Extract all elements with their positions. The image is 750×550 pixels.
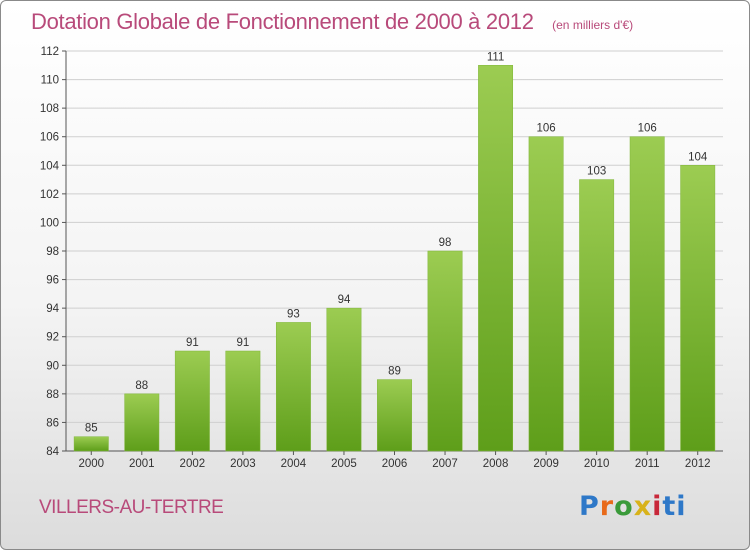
bar <box>579 179 615 452</box>
x-tick-label: 2004 <box>281 458 307 470</box>
x-tick-label: 2008 <box>483 458 509 470</box>
y-tick-label: 92 <box>46 332 59 344</box>
title-row: Dotation Globale de Fonctionnement de 20… <box>31 9 633 35</box>
commune-name: VILLERS-AU-TERTRE <box>39 497 224 518</box>
bar <box>275 322 311 452</box>
data-label: 91 <box>186 337 199 349</box>
data-label: 88 <box>135 380 148 392</box>
x-tick-label: 2001 <box>129 458 155 470</box>
x-tick-label: 2002 <box>180 458 206 470</box>
y-tick-label: 102 <box>40 189 59 201</box>
bar <box>124 393 160 452</box>
logo-letter: ti <box>662 491 687 522</box>
logo-letter: i <box>652 491 663 522</box>
bar <box>225 350 261 452</box>
y-tick-label: 84 <box>46 446 59 458</box>
data-label: 111 <box>487 51 504 63</box>
x-tick-label: 2006 <box>382 458 408 470</box>
y-tick-label: 94 <box>46 303 59 315</box>
y-tick-label: 90 <box>46 360 59 372</box>
logo-letter: r <box>599 491 615 522</box>
bar <box>377 379 412 452</box>
data-label: 106 <box>537 123 556 135</box>
y-tick-label: 108 <box>40 103 59 115</box>
data-label: 98 <box>439 237 452 249</box>
chart-title: Dotation Globale de Fonctionnement de 20… <box>31 9 534 34</box>
x-tick-label: 2005 <box>331 458 357 470</box>
x-tick-label: 2003 <box>230 458 256 470</box>
bar <box>427 250 463 452</box>
data-label: 103 <box>587 166 606 178</box>
chart-subtitle: (en milliers d'€) <box>552 18 634 32</box>
bar <box>174 350 210 452</box>
y-tick-label: 100 <box>40 217 59 229</box>
x-tick-label: 2000 <box>78 458 104 470</box>
data-label: 89 <box>388 366 401 378</box>
bar <box>680 165 716 452</box>
y-tick-label: 88 <box>46 389 59 401</box>
data-label: 94 <box>338 294 351 306</box>
data-label: 85 <box>85 423 98 435</box>
y-tick-label: 106 <box>40 132 59 144</box>
data-label: 104 <box>688 151 708 163</box>
bars <box>73 65 716 452</box>
x-tick-label: 2007 <box>432 458 458 470</box>
y-tick-label: 86 <box>46 417 59 429</box>
logo-letter: x <box>633 491 653 522</box>
y-tick-label: 110 <box>41 75 59 87</box>
data-label: 93 <box>287 308 300 320</box>
proxiti-logo: Proxiti <box>579 491 687 522</box>
x-tick-label: 2011 <box>635 458 660 470</box>
logo-letter: P <box>579 491 600 522</box>
x-tick-label: 2012 <box>685 458 711 470</box>
data-label: 106 <box>638 123 657 135</box>
logo-letter: o <box>614 491 634 522</box>
bar <box>528 136 564 452</box>
x-tick-label: 2009 <box>533 458 559 470</box>
x-tick-label: 2010 <box>584 458 610 470</box>
bar <box>478 65 514 452</box>
bar <box>629 136 665 452</box>
bar <box>73 436 109 452</box>
y-tick-label: 104 <box>40 160 60 172</box>
y-tick-label: 98 <box>46 246 59 258</box>
y-tick-label: 96 <box>46 275 59 287</box>
bar <box>326 307 362 452</box>
labels: 84 86 88 90 92 94 96 98 100 102 104 106 108 110 112 85 2… <box>40 46 711 470</box>
y-tick-label: 112 <box>41 46 59 58</box>
data-label: 91 <box>236 337 249 349</box>
